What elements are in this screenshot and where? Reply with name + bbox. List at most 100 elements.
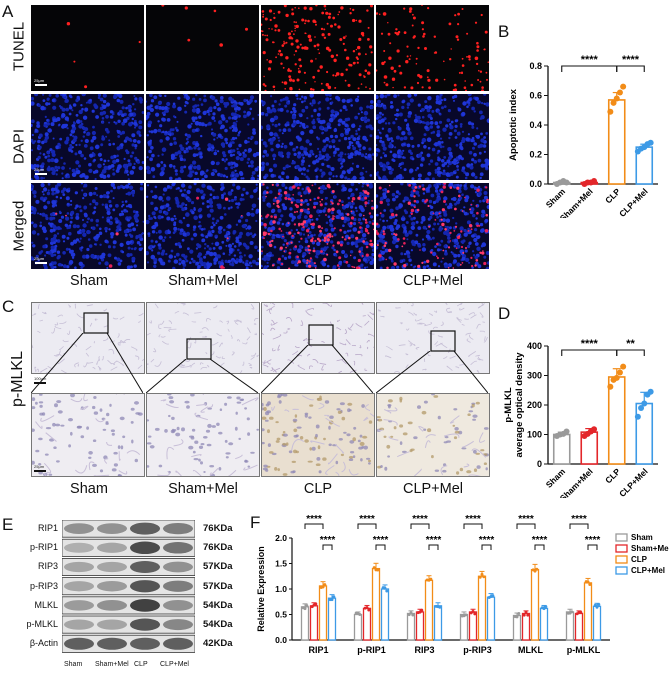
- fluor-tile-tunel-sham: 25μm: [31, 5, 144, 91]
- data-point: [429, 577, 433, 581]
- blot-size-0: 76KDa: [203, 523, 233, 534]
- fluor-tile-merged-clp-mel: [376, 183, 489, 269]
- ihc-highmag-sham: [31, 393, 145, 477]
- fluor-tile-dapi-sham-mel: [146, 94, 259, 180]
- data-point: [330, 598, 334, 602]
- significance-label: ****: [518, 514, 534, 525]
- bar-p-mlkl-clp-mel: [592, 605, 602, 641]
- data-point: [517, 612, 521, 616]
- blot-lane-3: CLP+Mel: [160, 661, 189, 668]
- data-point: [616, 89, 623, 96]
- data-point: [385, 589, 389, 593]
- x-tick-label: p-RIP1: [357, 645, 386, 655]
- panel-label-c: C: [2, 297, 15, 316]
- panel-label-e: E: [2, 515, 14, 534]
- x-tick-label: Sham: [544, 186, 568, 210]
- data-point: [591, 178, 598, 185]
- data-point: [305, 604, 309, 608]
- blot-label-mlkl: MLKL: [34, 599, 58, 610]
- data-point: [563, 428, 570, 435]
- data-point: [314, 602, 318, 606]
- blot-lane-0: Sham: [64, 661, 83, 668]
- significance-bracket: [463, 523, 483, 529]
- x-tick-label: CLP: [603, 466, 622, 485]
- row-label-tunel: TUNEL: [10, 21, 28, 72]
- data-point: [526, 613, 530, 617]
- data-point: [544, 605, 548, 609]
- zoom-connector-lines: [146, 359, 258, 393]
- data-point: [579, 610, 583, 614]
- significance-bracket: [616, 349, 645, 356]
- data-point: [383, 586, 387, 590]
- data-point: [616, 369, 623, 376]
- blot-lane-1: Sham+Mel: [95, 661, 129, 668]
- blot-label-p-rip1: p-RIP1: [29, 542, 58, 553]
- blot-size-5: 54KDa: [203, 619, 233, 630]
- scale-bar: [35, 262, 47, 264]
- y-tick-label: 2.0: [275, 533, 287, 543]
- data-point: [491, 594, 495, 598]
- significance-bracket: [516, 523, 536, 529]
- significance-label: ****: [622, 54, 640, 66]
- y-axis-label: Apoptotic index: [508, 88, 519, 160]
- col-label-clp-mel: CLP+Mel: [402, 273, 464, 289]
- significance-label: ****: [465, 514, 481, 525]
- data-point: [372, 566, 376, 570]
- data-point: [647, 139, 654, 146]
- fluor-tile-merged-sham-mel: [146, 183, 259, 269]
- y-tick-label: 0.8: [529, 61, 542, 71]
- fluor-tile-merged-clp: [261, 183, 374, 269]
- significance-label: ****: [426, 535, 442, 546]
- col-label-clp: CLP: [303, 273, 333, 289]
- bar-p-mlkl-sham-mel: [574, 612, 584, 641]
- data-point: [471, 610, 475, 614]
- c-col-label-clp-mel: CLP+Mel: [402, 481, 464, 497]
- zoom-connector-lines: [376, 351, 488, 393]
- bar-mlkl-sham: [512, 614, 522, 641]
- x-tick-label: CLP+Mel: [617, 186, 650, 218]
- data-point: [607, 108, 614, 115]
- significance-label: **: [626, 338, 635, 350]
- zoom-connector-lines: [261, 345, 373, 393]
- blot-label-rip3: RIP3: [37, 561, 58, 572]
- significance-bracket: [534, 544, 545, 550]
- data-point: [570, 610, 574, 614]
- x-tick-label: RIP3: [414, 645, 434, 655]
- c-col-label-clp: CLP: [303, 481, 333, 497]
- significance-label: ****: [581, 338, 599, 350]
- data-point: [367, 608, 371, 612]
- y-axis-label: Relative Expression: [256, 546, 266, 632]
- data-point: [620, 83, 627, 90]
- data-point: [321, 585, 325, 589]
- blot-label-rip1: RIP1: [37, 523, 58, 533]
- data-point: [411, 613, 415, 617]
- bar-p-rip3-clp-mel: [486, 596, 496, 641]
- blot-bands: [62, 520, 195, 653]
- blot-size-3: 57KDa: [203, 580, 233, 592]
- ihc-lowmag-sham: [31, 302, 145, 374]
- col-label-sham-mel: Sham+Mel: [168, 273, 238, 289]
- x-tick-label: CLP: [603, 186, 622, 205]
- data-point: [323, 583, 327, 587]
- y-tick-label: 0.0: [529, 179, 542, 189]
- bar-mlkl-clp: [530, 568, 540, 641]
- significance-bracket: [561, 349, 618, 356]
- y-tick-label: 1.0: [275, 584, 287, 594]
- blot-label-β-actin: β-Actin: [29, 638, 58, 649]
- data-point: [591, 426, 598, 433]
- bar-p-rip1-clp-mel: [380, 588, 390, 641]
- bar-p-rip1-sham-mel: [362, 607, 372, 641]
- blot-lane-2: CLP: [134, 661, 148, 668]
- y-tick-label: 0.5: [275, 610, 287, 620]
- y-tick-label: 0.2: [529, 150, 542, 160]
- fluor-tile-merged-sham: 25μm: [31, 183, 144, 269]
- legend-swatch: [615, 566, 628, 575]
- data-point: [376, 568, 380, 572]
- c-col-label-sham-mel: Sham+Mel: [168, 481, 238, 497]
- data-point: [418, 610, 422, 614]
- significance-bracket: [375, 544, 386, 550]
- data-point: [613, 374, 620, 381]
- data-point: [563, 179, 570, 186]
- data-point: [613, 95, 620, 102]
